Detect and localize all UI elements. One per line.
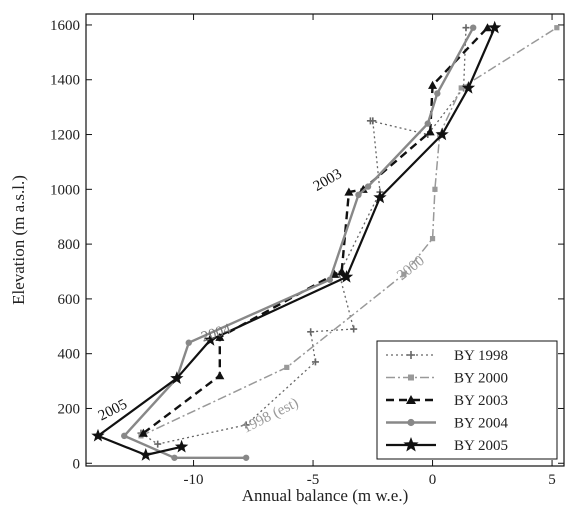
x-axis-label: Annual balance (m w.e.) <box>242 486 408 505</box>
data-point <box>139 448 153 461</box>
annotation-label: 2004 <box>199 321 233 346</box>
y-tick-label: 1400 <box>50 73 80 89</box>
data-point <box>242 421 250 429</box>
legend-item: BY 2000 <box>386 371 508 387</box>
y-tick-label: 0 <box>73 456 81 472</box>
x-tick-label: 5 <box>548 472 556 488</box>
legend-label: BY 1998 <box>454 348 508 364</box>
legend: BY 1998 BY 2000 BY 2003 BY 2004 BY 2005 <box>376 340 558 460</box>
data-point <box>424 120 431 127</box>
y-tick-label: 400 <box>58 347 81 363</box>
data-point <box>425 127 435 136</box>
series-line <box>140 27 558 437</box>
data-point <box>339 270 354 283</box>
x-tick-label: -5 <box>307 472 320 488</box>
plot-frame <box>85 13 565 467</box>
annotation-label: 1998 (est) <box>240 395 301 437</box>
data-point <box>429 236 436 242</box>
data-point <box>401 271 407 277</box>
data-point <box>554 25 560 31</box>
data-point <box>355 191 362 198</box>
series-by-2005 <box>91 20 502 461</box>
data-point <box>435 127 449 141</box>
y-axis-label: Elevation (m a.s.l.) <box>9 175 28 305</box>
data-point <box>407 418 415 427</box>
data-point <box>358 184 368 193</box>
data-point <box>311 358 319 366</box>
data-point <box>461 81 476 94</box>
data-point <box>403 437 419 452</box>
data-point <box>366 117 374 125</box>
data-point <box>408 374 414 381</box>
data-point <box>174 439 189 453</box>
legend-label: BY 2000 <box>454 371 508 387</box>
data-point <box>154 440 162 448</box>
data-point <box>91 428 105 442</box>
y-tick-label: 200 <box>58 401 81 417</box>
data-point <box>203 333 217 346</box>
data-point <box>407 351 415 359</box>
data-point <box>350 325 358 333</box>
legend-item: BY 2003 <box>386 393 508 409</box>
data-point <box>428 80 438 89</box>
annotation-label: 2003 <box>311 166 345 195</box>
y-tick-label: 1200 <box>50 128 80 144</box>
annotation-label: 2005 <box>96 396 130 424</box>
data-point <box>469 24 477 31</box>
data-point <box>483 23 493 32</box>
data-point <box>215 371 225 380</box>
data-point <box>344 187 354 196</box>
data-point <box>185 339 192 346</box>
y-tick-label: 1000 <box>50 182 80 198</box>
data-point <box>326 276 333 283</box>
y-tick-label: 800 <box>58 237 81 253</box>
data-point <box>458 85 464 91</box>
x-tick-label: -10 <box>184 472 204 488</box>
data-point <box>307 328 315 336</box>
legend-item: BY 2005 <box>386 437 508 454</box>
y-tick-label: 600 <box>58 292 81 308</box>
data-point <box>242 454 250 461</box>
data-point <box>373 190 387 204</box>
x-tick-label: 0 <box>429 472 437 488</box>
data-point <box>337 267 347 276</box>
data-point <box>462 24 470 32</box>
axis-ticks: -10 -5 0 5 0 200 400 600 800 1000 1200 1400 1600 <box>50 14 564 488</box>
legend-item: BY 2004 <box>386 416 509 432</box>
legend-label: BY 2003 <box>454 393 508 409</box>
data-point <box>432 186 438 192</box>
data-point <box>171 454 178 461</box>
legend-item: BY 1998 <box>386 348 508 364</box>
data-point <box>170 371 184 384</box>
series-line <box>96 27 496 457</box>
data-point <box>284 364 290 370</box>
legend-label: BY 2004 <box>454 416 509 432</box>
data-point <box>138 428 148 437</box>
annotation-label: 2000 <box>394 253 427 284</box>
data-point <box>434 90 441 97</box>
series-layer <box>91 20 560 461</box>
data-point <box>406 395 416 404</box>
y-tick-label: 1600 <box>50 18 80 34</box>
data-point <box>364 183 372 190</box>
legend-label: BY 2005 <box>454 438 508 454</box>
data-point <box>488 20 502 34</box>
data-point <box>121 432 128 440</box>
